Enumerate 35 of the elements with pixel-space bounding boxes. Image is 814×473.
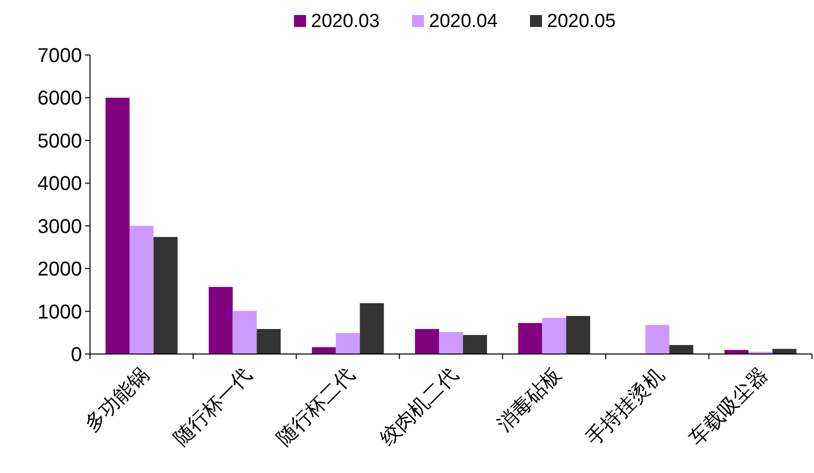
bar [130,226,154,354]
x-tick-label: 消毒砧板 [494,364,566,436]
bar [208,286,233,354]
legend-label: 2020.04 [429,11,498,32]
bar [336,333,360,354]
bar [415,329,439,354]
y-tick-label: 7000 [38,45,82,67]
x-tick-label: 车载吸尘器 [686,364,772,450]
bar [360,303,384,354]
x-tick-label: 绞肉机二代 [376,364,463,450]
x-tick-label: 手持挂烫机 [582,364,669,450]
x-tick-label: 随行杯一代 [170,364,256,450]
bar [256,329,281,354]
bar [566,316,590,354]
y-tick-label: 1000 [38,301,82,324]
y-tick-label: 5000 [38,130,82,152]
bar [645,324,670,354]
y-tick-label: 2000 [38,258,82,281]
bar [106,98,130,354]
x-tick-label: 多功能锅 [80,364,154,436]
bar [154,236,178,354]
bar [669,345,694,354]
y-tick-label: 6000 [38,88,82,110]
legend-label: 2020.03 [311,11,380,32]
bar [312,347,336,354]
legend-label: 2020.05 [547,11,616,32]
bar [542,318,566,354]
y-tick-label: 4000 [38,173,82,196]
bar [463,334,487,354]
y-tick-label: 3000 [38,216,82,238]
bar [518,323,542,354]
x-tick-label: 随行杯二代 [273,364,360,450]
bar [232,310,257,354]
y-tick-label: 0 [70,344,82,366]
bar [439,332,463,354]
